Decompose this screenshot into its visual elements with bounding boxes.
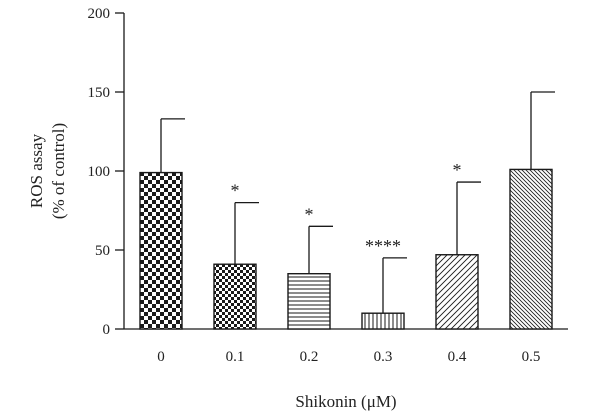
- x-ticks: 0 0.1 0.2 0.3 0.4 0.5: [157, 349, 540, 365]
- x-axis-title: Shikonin (μM): [295, 392, 396, 411]
- y-tick-label: 150: [88, 85, 111, 101]
- x-tick-label: 0.1: [226, 349, 245, 365]
- bar: [139, 171, 183, 330]
- bars: [139, 168, 553, 330]
- significance-label: *: [231, 181, 240, 201]
- x-tick-label: 0.4: [448, 349, 467, 365]
- significance-label: *: [305, 204, 314, 224]
- significance-label: ****: [365, 236, 401, 256]
- y-tick-label: 200: [88, 6, 111, 22]
- x-tick-label: 0.3: [374, 349, 393, 365]
- significance-label: *: [453, 160, 462, 180]
- y-tick-label: 50: [95, 243, 110, 259]
- y-axis-title-line2: (% of control): [49, 123, 68, 219]
- y-axis-title-line1: ROS assay: [27, 133, 46, 208]
- y-ticks: 0 50 100 150 200: [88, 6, 124, 338]
- x-tick-label: 0.2: [300, 349, 319, 365]
- x-tick-label: 0.5: [522, 349, 541, 365]
- error-bars: [160, 91, 555, 314]
- y-tick-label: 0: [103, 322, 111, 338]
- bar: [435, 254, 479, 330]
- bar: [287, 273, 331, 330]
- bar: [213, 263, 257, 330]
- y-tick-label: 100: [88, 164, 111, 180]
- significance-labels: *******: [231, 160, 462, 256]
- x-tick-label: 0: [157, 349, 165, 365]
- bar: [361, 312, 405, 330]
- bar: [509, 168, 553, 330]
